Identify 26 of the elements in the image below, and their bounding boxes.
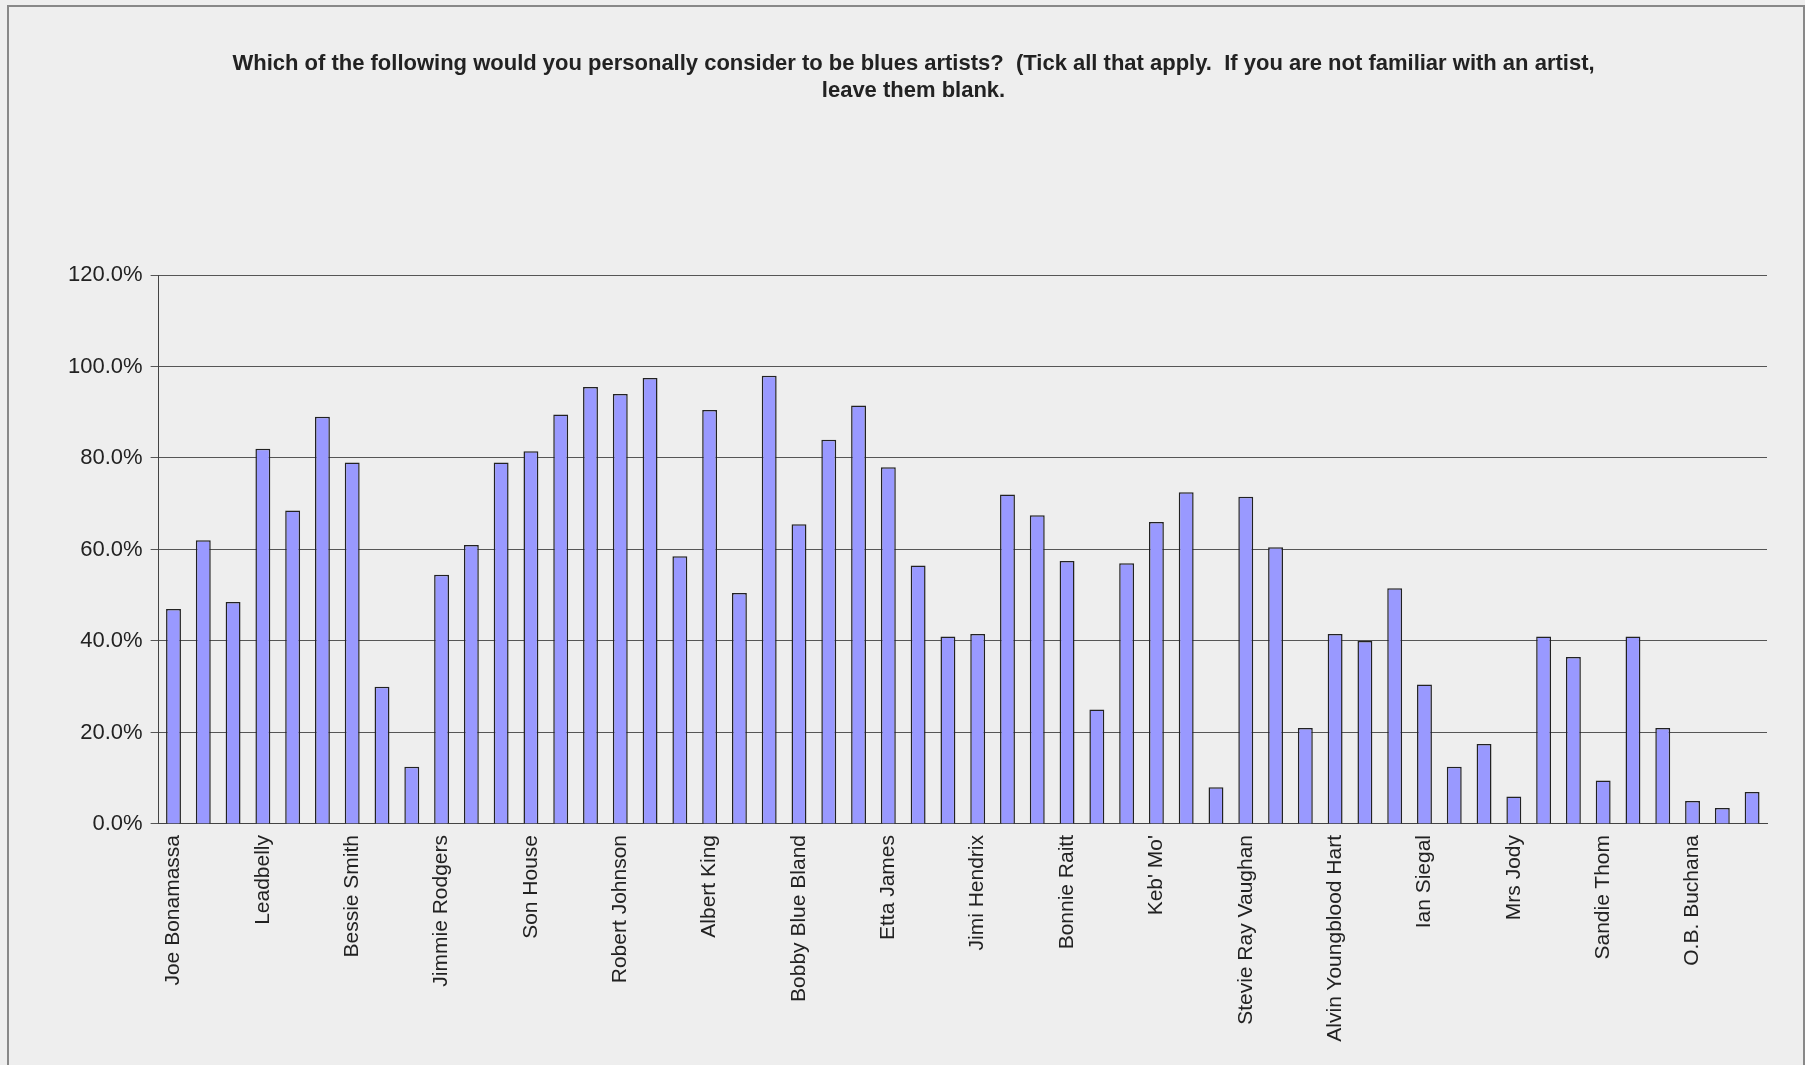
x-tick-label: Ian Siegal bbox=[1411, 834, 1435, 929]
x-tick-label: Joe Bonamassa bbox=[160, 834, 184, 986]
x-tick-label: Mrs Jody bbox=[1500, 834, 1524, 921]
y-tick-label: 120.0% bbox=[67, 261, 143, 287]
x-tick-label: Son House bbox=[517, 834, 541, 939]
x-tick-label: Stevie Ray Vaughan bbox=[1232, 834, 1256, 1025]
y-tick-label: 60.0% bbox=[80, 535, 143, 561]
x-tick-label: Bessie Smith bbox=[339, 834, 363, 958]
x-tick-label: Jimmie Rodgers bbox=[428, 834, 452, 987]
y-tick-label: 100.0% bbox=[67, 352, 143, 378]
x-tick-label: Albert King bbox=[696, 834, 720, 938]
x-tick-label: O.B. Buchana bbox=[1679, 834, 1703, 966]
x-tick-label: Bobby Blue Bland bbox=[785, 834, 809, 1002]
x-tick-label: Etta James bbox=[875, 834, 899, 941]
x-tick-label: Jimi Hendrix bbox=[964, 834, 988, 951]
y-tick-label: 20.0% bbox=[80, 718, 143, 744]
y-tick-label: 40.0% bbox=[80, 627, 143, 653]
chart-title: Which of the following would you personally consider to be blues artists? (Tick all that apply. If you are not familiar with an artist, leave them blank. bbox=[232, 49, 1595, 103]
x-tick-label: Bonnie Raitt bbox=[1053, 834, 1077, 950]
x-tick-label: Alvin Youngblood Hart bbox=[1321, 834, 1345, 1042]
y-tick-label: 80.0% bbox=[80, 444, 143, 470]
x-tick-label: Leadbelly bbox=[249, 834, 273, 925]
x-tick-label: Keb' Mo' bbox=[1143, 834, 1167, 916]
x-tick-label: Robert Johnson bbox=[607, 834, 631, 984]
y-tick-label: 0.0% bbox=[92, 810, 143, 836]
x-tick-label: Sandie Thom bbox=[1589, 834, 1613, 960]
